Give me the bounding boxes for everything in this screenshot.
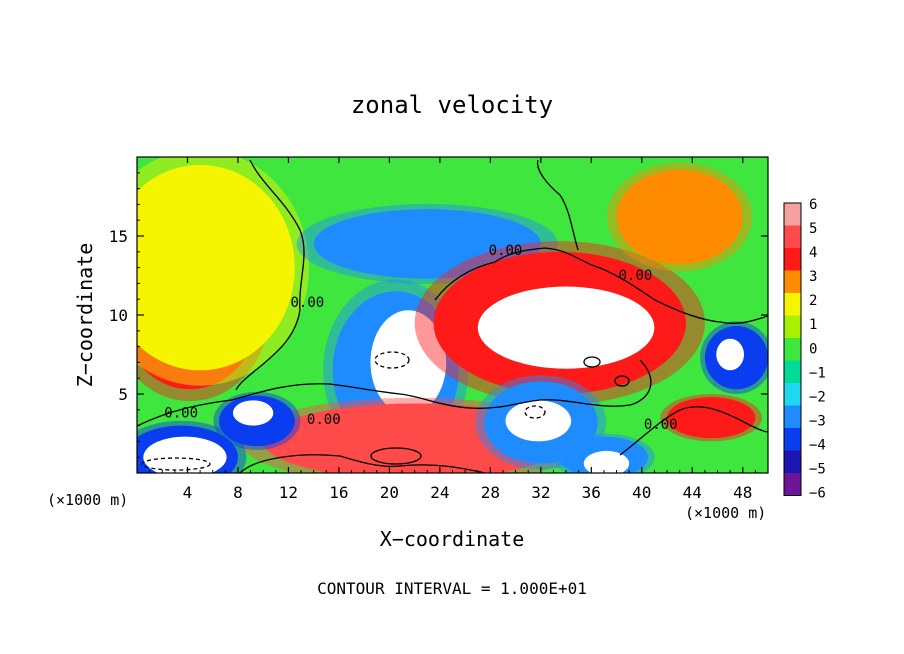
contour-label: 0.00 — [644, 417, 678, 433]
colorbar-swatch — [784, 428, 801, 451]
contour-label: 0.00 — [291, 295, 325, 311]
colorbar-swatch — [784, 360, 801, 383]
x-tick-label: 48 — [733, 483, 752, 502]
colorbar-label: −6 — [809, 486, 826, 502]
contour-line — [370, 447, 422, 465]
field-feature — [667, 397, 756, 439]
colorbar-label: −1 — [809, 365, 826, 381]
colorbar-frame — [783, 202, 802, 496]
x-tick-label: 4 — [183, 483, 193, 502]
colorbar-label: 6 — [809, 197, 817, 213]
colorbar-swatch — [784, 405, 801, 428]
velocity-field — [137, 157, 768, 473]
field-feature — [477, 286, 655, 369]
colorbar-label: 2 — [809, 293, 817, 309]
contour-line — [399, 359, 652, 409]
x-tick-label: 16 — [329, 483, 348, 502]
colorbar-swatch — [784, 338, 801, 361]
contour-label: 0.00 — [164, 406, 198, 422]
contour-line — [137, 383, 401, 427]
colorbar-label: 3 — [809, 269, 817, 285]
y-tick-label: 15 — [109, 227, 128, 246]
colorbar-label: −2 — [809, 389, 826, 405]
colorbar-swatch — [784, 293, 801, 316]
field-feature — [232, 400, 274, 426]
x-axis-label: X−coordinate — [380, 527, 525, 551]
colorbar-label: 4 — [809, 245, 817, 261]
x-tick-label: 36 — [582, 483, 601, 502]
field-feature — [313, 209, 541, 279]
x-axis-ticks: 4 8 12 16 20 24 28 32 36 40 44 48 — [149, 157, 756, 502]
colorbar: 6 5 4 3 2 1 0 −1 −2 −3 −4 −5 −6 — [783, 197, 826, 502]
colorbar-label: −3 — [809, 413, 826, 429]
contour-label: 0.00 — [619, 268, 653, 284]
contour-line — [141, 457, 211, 471]
x-tick-label: 24 — [430, 483, 449, 502]
colorbar-swatch — [784, 225, 801, 248]
x-tick-label: 44 — [683, 483, 702, 502]
contour-line — [374, 351, 410, 369]
contour-interval-note: CONTOUR INTERVAL = 1.000E+01 — [317, 579, 587, 598]
colorbar-label: 5 — [809, 221, 817, 237]
colorbar-label: 1 — [809, 317, 817, 333]
x-tick-label: 32 — [531, 483, 550, 502]
y-tick-label: 10 — [109, 306, 128, 325]
colorbar-swatch — [784, 270, 801, 293]
contour-line — [524, 405, 546, 419]
field-feature — [137, 164, 295, 371]
colorbar-swatch — [784, 315, 801, 338]
x-tick-label: 28 — [481, 483, 500, 502]
field-feature — [143, 436, 227, 473]
x-unit-right: (×1000 m) — [685, 504, 766, 522]
contour-line — [583, 356, 601, 368]
colorbar-label: 0 — [809, 341, 817, 357]
contour-labels: 0.00 0.00 0.00 0.00 0.00 0.00 — [164, 243, 677, 433]
field-feature — [505, 400, 572, 442]
chart-title: zonal velocity — [351, 91, 553, 119]
x-unit-left: (×1000 m) — [47, 491, 128, 509]
colorbar-swatch — [784, 383, 801, 406]
x-tick-label: 8 — [233, 483, 243, 502]
y-axis-label: Z−coordinate — [73, 243, 97, 388]
contour-label: 0.00 — [307, 412, 341, 428]
contour-line — [235, 159, 305, 391]
contour-label: 0.00 — [489, 243, 523, 259]
contour-line — [239, 454, 486, 473]
y-tick-label: 5 — [118, 385, 128, 404]
y-axis-ticks: 5 10 15 — [109, 172, 768, 458]
field-feature — [716, 338, 745, 371]
colorbar-swatch — [784, 450, 801, 473]
contour-line — [536, 159, 579, 251]
contour-line — [619, 406, 768, 456]
colorbar-swatch — [784, 248, 801, 271]
colorbar-swatch — [784, 473, 801, 496]
contour-line — [434, 247, 768, 324]
x-tick-label: 40 — [632, 483, 651, 502]
colorbar-swatch — [784, 203, 801, 226]
field-feature — [583, 450, 630, 473]
contour-line — [614, 375, 630, 387]
x-tick-label: 12 — [279, 483, 298, 502]
field-feature — [616, 169, 743, 265]
colorbar-label: −5 — [809, 461, 826, 477]
x-tick-label: 20 — [380, 483, 399, 502]
colorbar-label: −4 — [809, 437, 826, 453]
zero-contour-lines — [137, 159, 768, 473]
